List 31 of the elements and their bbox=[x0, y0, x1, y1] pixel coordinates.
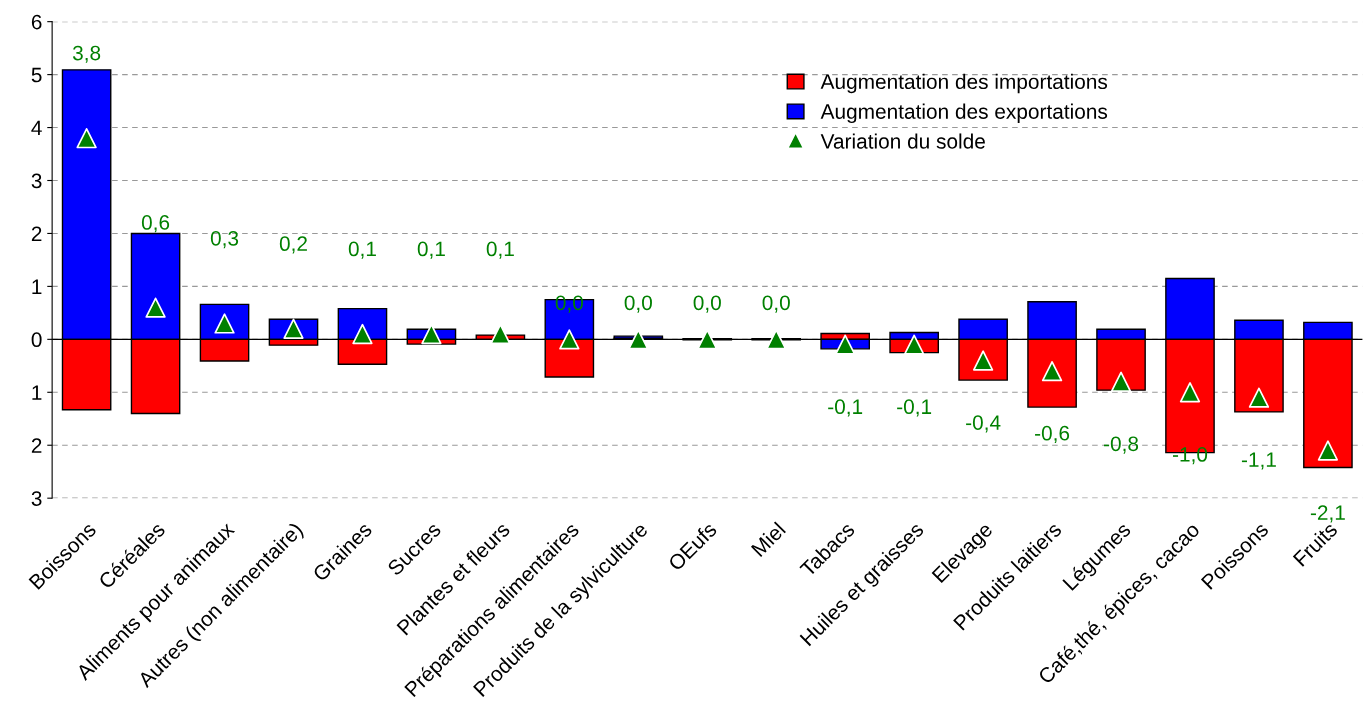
data-label: -1,1 bbox=[1241, 452, 1276, 470]
y-tick-label: 3 bbox=[31, 173, 42, 189]
y-tick-label: 1 bbox=[32, 385, 42, 400]
y-tick-label: 2 bbox=[31, 226, 42, 241]
y-tick-label: 1 bbox=[32, 279, 42, 294]
data-label: 0,0 bbox=[693, 295, 721, 313]
legend-label: Variation du solde bbox=[820, 133, 985, 149]
data-label: -0,1 bbox=[897, 399, 932, 417]
y-tick-label: 2 bbox=[31, 438, 42, 453]
data-label: 0,1 bbox=[348, 241, 376, 259]
data-label: -0,8 bbox=[1104, 436, 1139, 454]
y-tick-label: 6 bbox=[31, 14, 42, 30]
data-label: 0,1 bbox=[417, 241, 445, 259]
y-tick-label: 3 bbox=[31, 491, 42, 506]
data-label: 0,6 bbox=[141, 215, 170, 233]
data-label: -0,4 bbox=[966, 415, 1001, 433]
legend-label: Augmentation des importations bbox=[820, 73, 1108, 94]
legend-label: Augmentation des exportations bbox=[820, 103, 1108, 124]
data-label: -2,1 bbox=[1310, 505, 1345, 523]
data-label: 3,8 bbox=[72, 45, 101, 63]
data-label: -0,6 bbox=[1035, 425, 1070, 444]
data-label: 0,0 bbox=[555, 295, 584, 313]
y-tick-label: 0 bbox=[31, 332, 42, 348]
data-label: 0,0 bbox=[762, 295, 790, 313]
y-tick-label: 4 bbox=[31, 120, 42, 136]
y-tick-label: 5 bbox=[31, 67, 42, 83]
data-label: 0,0 bbox=[624, 295, 652, 313]
data-label: 0,1 bbox=[486, 241, 514, 259]
data-label: 0,3 bbox=[210, 230, 239, 249]
data-label: -0,1 bbox=[828, 399, 863, 417]
data-label: 0,2 bbox=[279, 236, 307, 254]
